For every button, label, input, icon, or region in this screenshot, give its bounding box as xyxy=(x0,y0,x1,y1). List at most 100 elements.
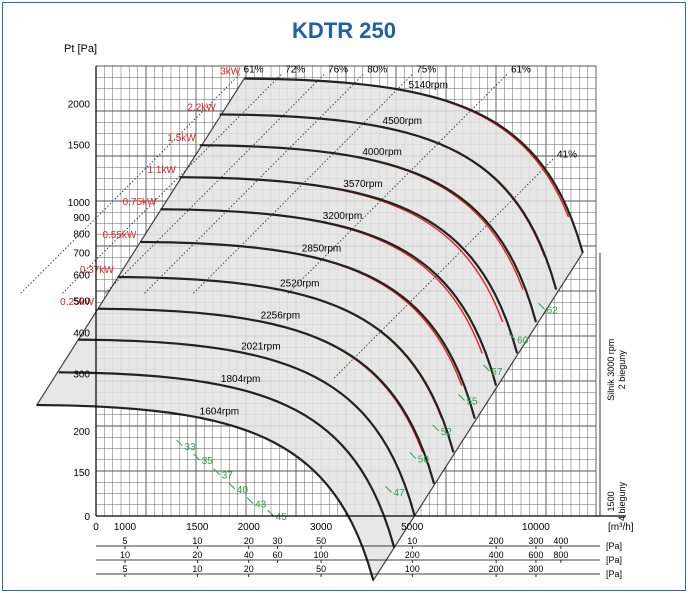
efficiency-line xyxy=(286,74,508,295)
efficiency-line xyxy=(60,74,282,295)
noise-label: 55 xyxy=(466,396,478,407)
motor-band-line1: Silnik 3000 rpm xyxy=(606,339,616,401)
noise-label: 43 xyxy=(255,500,267,511)
aux-scale-tick-label: 20 xyxy=(244,536,254,546)
aux-scale-tick-label: 200 xyxy=(405,550,420,560)
power-curve-label: 0.25kW xyxy=(60,297,94,308)
aux-scale-tick-label: 800 xyxy=(553,550,568,560)
x-tick-label: 2000 xyxy=(238,522,261,533)
power-curve-label: 0.37kW xyxy=(80,265,114,276)
speed-curve xyxy=(219,113,558,290)
noise-leader xyxy=(458,393,465,401)
x-tick-label: 1500 xyxy=(186,522,209,533)
auxiliary-scales: 5 10 20 30 50 10 200 300 400 [Pa] 10 20 40 60 100 200 40… xyxy=(96,536,622,579)
speed-curve-label: 2520rpm xyxy=(280,279,319,290)
speed-curve-label: 4500rpm xyxy=(383,116,422,127)
noise-label: 60 xyxy=(517,336,529,347)
noise-leader xyxy=(409,451,417,459)
aux-scale-tick-label: 400 xyxy=(489,550,504,560)
x-tick-label: 10000 xyxy=(522,522,550,533)
noise-leader xyxy=(385,485,392,493)
axes: 1502003004005006007008009001000150020000… xyxy=(68,66,634,533)
speed-curve xyxy=(78,338,416,517)
y-tick-label: 500 xyxy=(73,297,90,308)
aux-scale-tick-label: 10 xyxy=(407,536,417,546)
noise-label: 47 xyxy=(393,488,405,499)
efficiency-label: 76% xyxy=(328,64,348,75)
speed-curve-label: 3570rpm xyxy=(343,179,382,190)
efficiency-label: 72% xyxy=(285,64,305,75)
noise-leader xyxy=(176,439,183,447)
motor-band: 1500 4 bieguny xyxy=(606,481,627,521)
efficiency-label: 75% xyxy=(416,64,436,75)
aux-scale-tick-label: 40 xyxy=(244,550,254,560)
noise-label: 52 xyxy=(441,427,453,438)
speed-curve-label: 1804rpm xyxy=(221,374,260,385)
aux-scale-tick-label: 30 xyxy=(272,536,282,546)
aux-scale-tick-label: 100 xyxy=(405,564,420,574)
speed-curve-label: 5140rpm xyxy=(409,80,448,91)
speed-curve xyxy=(199,144,538,323)
motor-band-line2: 4 bieguny xyxy=(617,481,627,521)
aux-scale-tick-label: 50 xyxy=(316,564,326,574)
efficiency-label: 61% xyxy=(244,64,264,75)
speed-curve xyxy=(140,240,476,419)
efficiency-label: 41% xyxy=(557,149,577,160)
aux-scale-tick-label: 50 xyxy=(316,536,326,546)
speed-curves: 5140rpm 4500rpm 4000rpm 3570rpm 3200rpm 2850r… xyxy=(36,77,584,581)
speed-curve-label: 2850rpm xyxy=(302,244,341,255)
power-curve-label: 0.75kW xyxy=(123,197,157,208)
noise-leader xyxy=(432,424,440,432)
noise-label: 57 xyxy=(491,367,503,378)
aux-scale-tick-label: 300 xyxy=(528,536,543,546)
speed-curve xyxy=(98,307,436,485)
noise-label: 33 xyxy=(184,442,196,453)
power-curve-label: 1.5kW xyxy=(167,133,196,144)
motor-bands: Silnik 3000 rpm 2 bieguny 1500 4 bieguny xyxy=(599,252,627,521)
efficiency-lines: 61% 72% 76% 80% 75% 61% 41% xyxy=(19,64,577,380)
noise-label: 35 xyxy=(202,456,214,467)
noise-label: 45 xyxy=(276,512,288,523)
speed-curve xyxy=(36,403,375,581)
speed-curve xyxy=(244,77,584,254)
speed-curve-label: 1604rpm xyxy=(200,407,239,418)
noise-leader xyxy=(213,468,221,476)
envelope-area xyxy=(35,77,584,582)
noise-leader xyxy=(246,497,254,504)
motor-band-line1: 1500 xyxy=(606,491,616,511)
x-tick-label: 3000 xyxy=(310,522,333,533)
x-tick-label: 1000 xyxy=(114,522,137,533)
y-tick-label: 900 xyxy=(73,213,90,224)
motor-band-line2: 2 bieguny xyxy=(617,350,627,390)
y-tick-label: 2000 xyxy=(68,99,91,110)
noise-label: 50 xyxy=(418,454,430,465)
y-tick-label: 400 xyxy=(73,328,90,339)
noise-leader xyxy=(193,453,201,461)
efficiency-line xyxy=(332,158,554,380)
aux-scale-tick-label: 5 xyxy=(122,536,127,546)
efficiency-line xyxy=(103,74,325,295)
speed-curve xyxy=(58,371,396,549)
efficiency-label: 61% xyxy=(511,64,531,75)
aux-scale-tick-label: 20 xyxy=(192,550,202,560)
y-zero-label: 0 xyxy=(84,512,90,523)
motor-band: Silnik 3000 rpm 2 bieguny xyxy=(606,339,627,401)
y-axis-label: Pt [Pa] xyxy=(64,43,97,55)
noise-leader xyxy=(228,482,236,490)
speed-curve-label: 2256rpm xyxy=(261,310,300,321)
y-tick-label: 1500 xyxy=(68,140,91,151)
speed-curve-label: 4000rpm xyxy=(362,147,401,158)
power-curve-label: 1.1kW xyxy=(148,165,177,176)
y-tick-label: 700 xyxy=(73,249,90,260)
operating-envelope xyxy=(35,77,584,582)
y-tick-label: 1000 xyxy=(68,198,91,209)
y-tick-label: 200 xyxy=(73,427,90,438)
aux-scale-tick-label: 10 xyxy=(192,536,202,546)
y-tick-label: 600 xyxy=(73,271,90,282)
speed-curve xyxy=(160,208,498,386)
speed-curve xyxy=(179,176,519,354)
noise-leader xyxy=(538,303,546,310)
efficiency-line xyxy=(19,74,240,295)
aux-scale-tick-label: 20 xyxy=(244,564,254,574)
